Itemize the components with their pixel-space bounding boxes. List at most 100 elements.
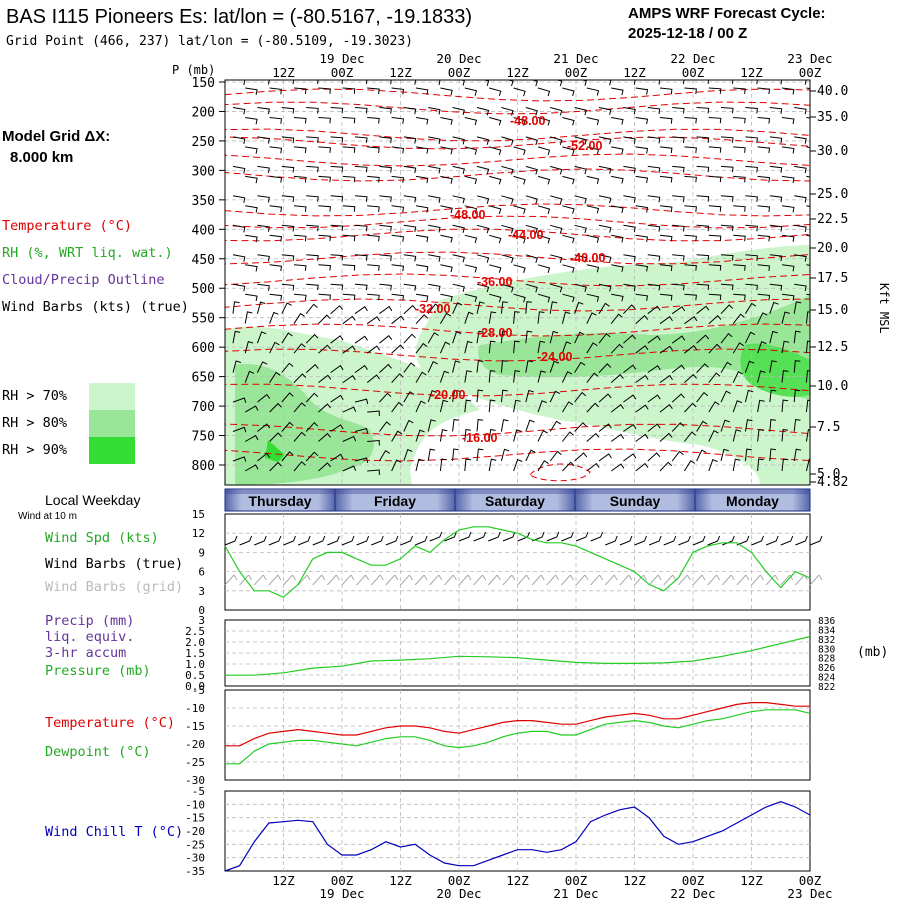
- wind-barb: [732, 371, 744, 383]
- wind-barb: [354, 283, 368, 291]
- wind-barb: [476, 195, 490, 204]
- wind-barb: [489, 293, 502, 303]
- wind-barb: [268, 80, 270, 85]
- wind-barb: [293, 312, 305, 324]
- top-time-tick-label: 00Z: [682, 65, 705, 80]
- wind-barb: [586, 402, 599, 413]
- wind-barb: [598, 393, 612, 403]
- wind-barb: [781, 175, 795, 183]
- wind-barb: [269, 402, 282, 413]
- wind-barb: [659, 87, 673, 95]
- wind-barb: [647, 254, 661, 262]
- wind-barb: [781, 293, 795, 301]
- pressure-tick-label: 700: [192, 400, 215, 415]
- legend-liq-equiv: liq. equiv.: [45, 629, 134, 645]
- bottom-time-tick-label: 12Z: [740, 873, 763, 888]
- wind-barb: [415, 205, 429, 213]
- true-wind-barb: [297, 535, 311, 546]
- wind-barb: [537, 205, 551, 215]
- wind-barb: [330, 195, 344, 202]
- wind-barb: [488, 311, 497, 324]
- wind-barb: [428, 165, 441, 174]
- wind-barb: [341, 80, 343, 84]
- wind-barb: [561, 401, 574, 413]
- wind-barb: [562, 175, 575, 185]
- wind-barb: [635, 146, 649, 154]
- wind-barb: [476, 419, 484, 432]
- wind-barb: [659, 293, 673, 301]
- legend-rh: RH (%, WRT liq. wat.): [2, 245, 173, 261]
- wind-barb: [440, 117, 453, 125]
- grid-wind-barb: [239, 574, 253, 586]
- wind-barb: [245, 205, 258, 213]
- wind-barb: [256, 331, 267, 344]
- wind-barb: [305, 451, 319, 462]
- temperature-contour-line: [225, 251, 810, 265]
- wind-barb: [525, 419, 535, 432]
- pressure-tick-label: 836: [818, 616, 835, 627]
- wind-barb: [696, 136, 710, 143]
- wind-barb: [586, 146, 600, 155]
- wind-barb: [415, 87, 429, 95]
- wind-barb: [391, 146, 405, 154]
- grid-wind-barb: [487, 574, 501, 586]
- wind-barb: [245, 264, 258, 272]
- grid-wind-barb: [283, 574, 296, 586]
- wind-barb: [245, 146, 258, 154]
- wind-barb: [476, 360, 484, 373]
- wind-barb: [623, 364, 637, 373]
- wind-barb: [464, 117, 478, 126]
- wind-barb: [610, 433, 625, 442]
- legend-pressure: Pressure (mb): [45, 663, 151, 679]
- wind-barb: [354, 427, 369, 434]
- wind-barb: [513, 146, 526, 156]
- wind-barb: [671, 393, 685, 403]
- wind-barb: [610, 343, 624, 354]
- wind-barb: [256, 361, 268, 373]
- wind-barb: [598, 453, 612, 462]
- wind-barb: [708, 117, 722, 124]
- wind-barb: [537, 87, 551, 97]
- wind-barb: [708, 430, 719, 442]
- wind-barb: [306, 254, 319, 261]
- wind-barb: [574, 107, 587, 116]
- wind-barb: [586, 205, 600, 214]
- wind-barb: [794, 254, 807, 262]
- grid-wind-barb: [341, 574, 355, 586]
- wind-barb: [623, 254, 636, 262]
- wind-barb: [708, 175, 722, 183]
- wind-barb: [293, 175, 307, 183]
- wind-barb: [549, 390, 561, 403]
- wind-barb: [757, 264, 771, 271]
- wind-barb: [550, 107, 563, 116]
- wind-barb: [403, 333, 416, 344]
- wind-barb: [733, 293, 746, 301]
- wind-barb: [232, 330, 241, 344]
- wind-barb: [574, 301, 584, 314]
- wind-barb: [610, 313, 623, 325]
- wind-barb: [525, 449, 536, 462]
- wind-barb: [513, 175, 526, 185]
- legend-wind-speed: Wind Spd (kts): [45, 530, 159, 546]
- weekday-cell-shade: [576, 490, 694, 494]
- height-tick-label: 15.0: [817, 303, 848, 318]
- height-tick-label: 25.0: [817, 187, 848, 202]
- wind-barb: [769, 254, 783, 262]
- wind-barb: [489, 175, 502, 185]
- legend-wind-barbs-grid: Wind Barbs (grid): [45, 579, 183, 595]
- wind-barb: [415, 400, 426, 413]
- wind-barb: [354, 457, 369, 464]
- wind-barb: [561, 371, 573, 383]
- wind-barb: [684, 315, 698, 325]
- panel-tick-label: 2.0: [185, 636, 205, 649]
- wind-barb: [232, 360, 242, 373]
- wind-barb: [757, 341, 767, 354]
- wind-barb: [269, 371, 281, 383]
- wind-barb: [489, 264, 502, 273]
- wind-barb: [293, 87, 307, 95]
- wind-barb: [707, 80, 709, 84]
- wind-barb: [391, 87, 405, 95]
- wind-barb: [293, 431, 306, 442]
- wind-barb: [476, 136, 490, 145]
- wind-barb: [733, 175, 746, 183]
